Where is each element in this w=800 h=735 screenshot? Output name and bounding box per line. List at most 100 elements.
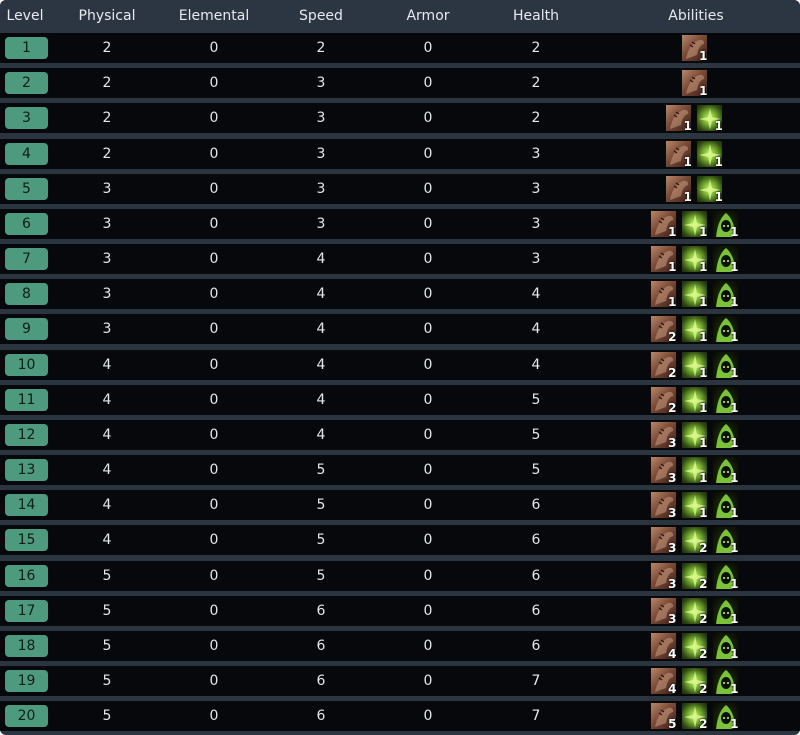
- green-energy-icon[interactable]: 1: [680, 315, 708, 343]
- green-energy-icon[interactable]: 1: [680, 386, 708, 414]
- header-health: Health: [513, 8, 559, 24]
- beast-claw-icon[interactable]: 3: [649, 526, 677, 554]
- armor-value: 0: [423, 638, 433, 654]
- table-row: 13 4 0 5 0 5 3 1 1: [0, 455, 800, 485]
- green-energy-icon[interactable]: 2: [680, 632, 708, 660]
- abilities-cell: 2 1 1: [649, 350, 743, 380]
- ability-count: 3: [668, 506, 677, 519]
- ability-count: 1: [699, 366, 708, 379]
- beast-claw-icon[interactable]: 1: [665, 140, 692, 168]
- speed-value: 4: [316, 357, 326, 373]
- beast-claw-icon[interactable]: 3: [649, 597, 677, 625]
- green-energy-icon[interactable]: 2: [680, 597, 708, 625]
- table-row: 2 2 0 3 0 2 1: [0, 68, 800, 98]
- health-value: 4: [531, 286, 541, 302]
- ability-count: 1: [699, 84, 708, 97]
- hooded-wraith-icon[interactable]: 1: [711, 491, 739, 519]
- hooded-wraith-icon[interactable]: 1: [711, 597, 739, 625]
- elemental-value: 0: [209, 216, 219, 232]
- green-energy-icon[interactable]: 2: [680, 667, 708, 695]
- beast-claw-icon[interactable]: 1: [680, 34, 708, 62]
- physical-value: 3: [102, 181, 112, 197]
- abilities-cell: 2 1 1: [649, 314, 743, 344]
- beast-claw-icon[interactable]: 1: [665, 175, 692, 203]
- green-energy-icon[interactable]: 1: [696, 104, 723, 132]
- green-energy-icon[interactable]: 1: [696, 140, 723, 168]
- green-energy-icon[interactable]: 1: [680, 351, 708, 379]
- table-row: 16 5 0 5 0 6 3 2 1: [0, 561, 800, 591]
- hooded-wraith-icon[interactable]: 1: [711, 386, 739, 414]
- armor-value: 0: [423, 110, 433, 126]
- green-energy-icon[interactable]: 2: [680, 526, 708, 554]
- beast-claw-icon[interactable]: 2: [649, 386, 677, 414]
- beast-claw-icon[interactable]: 2: [649, 315, 677, 343]
- green-energy-icon[interactable]: 2: [680, 702, 708, 730]
- table-row: 10 4 0 4 0 4 2 1 1: [0, 350, 800, 380]
- abilities-cell: 4 2 1: [649, 631, 743, 661]
- beast-claw-icon[interactable]: 3: [649, 562, 677, 590]
- table-row: 19 5 0 6 0 7 4 2 1: [0, 666, 800, 696]
- beast-claw-icon[interactable]: 5: [649, 702, 677, 730]
- green-energy-icon[interactable]: 2: [680, 562, 708, 590]
- abilities-cell: 1 1 1: [649, 279, 743, 309]
- armor-value: 0: [423, 392, 433, 408]
- physical-value: 2: [102, 75, 112, 91]
- hooded-wraith-icon[interactable]: 1: [711, 456, 739, 484]
- abilities-cell: 1: [680, 68, 712, 98]
- abilities-cell: 3 1 1: [649, 420, 743, 450]
- ability-count: 2: [699, 612, 708, 625]
- elemental-value: 0: [209, 392, 219, 408]
- green-energy-icon[interactable]: 1: [680, 245, 708, 273]
- green-energy-icon[interactable]: 1: [680, 456, 708, 484]
- green-energy-icon[interactable]: 1: [680, 280, 708, 308]
- hooded-wraith-icon[interactable]: 1: [711, 351, 739, 379]
- physical-value: 2: [102, 110, 112, 126]
- beast-claw-icon[interactable]: 4: [649, 667, 677, 695]
- health-value: 2: [531, 110, 541, 126]
- abilities-cell: 3 2 1: [649, 525, 743, 555]
- level-badge: 19: [5, 670, 48, 692]
- abilities-cell: 4 2 1: [649, 666, 743, 696]
- beast-claw-icon[interactable]: 1: [665, 104, 692, 132]
- hooded-wraith-icon[interactable]: 1: [711, 562, 739, 590]
- physical-value: 5: [102, 568, 112, 584]
- beast-claw-icon[interactable]: 2: [649, 351, 677, 379]
- speed-value: 4: [316, 251, 326, 267]
- green-energy-icon[interactable]: 1: [680, 421, 708, 449]
- elemental-value: 0: [209, 497, 219, 513]
- green-energy-icon[interactable]: 1: [680, 491, 708, 519]
- armor-value: 0: [423, 321, 433, 337]
- hooded-wraith-icon[interactable]: 1: [711, 245, 739, 273]
- hooded-wraith-icon[interactable]: 1: [711, 632, 739, 660]
- level-badge: 7: [5, 248, 48, 270]
- beast-claw-icon[interactable]: 1: [649, 245, 677, 273]
- beast-claw-icon[interactable]: 4: [649, 632, 677, 660]
- abilities-cell: 3 2 1: [649, 561, 743, 591]
- level-badge: 11: [5, 389, 48, 411]
- header-level: Level: [6, 8, 44, 24]
- beast-claw-icon[interactable]: 1: [649, 210, 677, 238]
- abilities-cell: 5 2 1: [649, 701, 743, 731]
- ability-count: 1: [730, 612, 739, 625]
- green-energy-icon[interactable]: 1: [680, 210, 708, 238]
- health-value: 6: [531, 638, 541, 654]
- hooded-wraith-icon[interactable]: 1: [711, 421, 739, 449]
- ability-count: 1: [699, 330, 708, 343]
- hooded-wraith-icon[interactable]: 1: [711, 210, 739, 238]
- beast-claw-icon[interactable]: 1: [680, 69, 708, 97]
- hooded-wraith-icon[interactable]: 1: [711, 280, 739, 308]
- beast-claw-icon[interactable]: 3: [649, 456, 677, 484]
- hooded-wraith-icon[interactable]: 1: [711, 526, 739, 554]
- hooded-wraith-icon[interactable]: 1: [711, 667, 739, 695]
- green-energy-icon[interactable]: 1: [696, 175, 723, 203]
- header-physical: Physical: [78, 8, 136, 24]
- ability-count: 1: [699, 471, 708, 484]
- beast-claw-icon[interactable]: 3: [649, 421, 677, 449]
- beast-claw-icon[interactable]: 1: [649, 280, 677, 308]
- beast-claw-icon[interactable]: 3: [649, 491, 677, 519]
- hooded-wraith-icon[interactable]: 1: [711, 315, 739, 343]
- elemental-value: 0: [209, 75, 219, 91]
- hooded-wraith-icon[interactable]: 1: [711, 702, 739, 730]
- table-row: 9 3 0 4 0 4 2 1 1: [0, 314, 800, 344]
